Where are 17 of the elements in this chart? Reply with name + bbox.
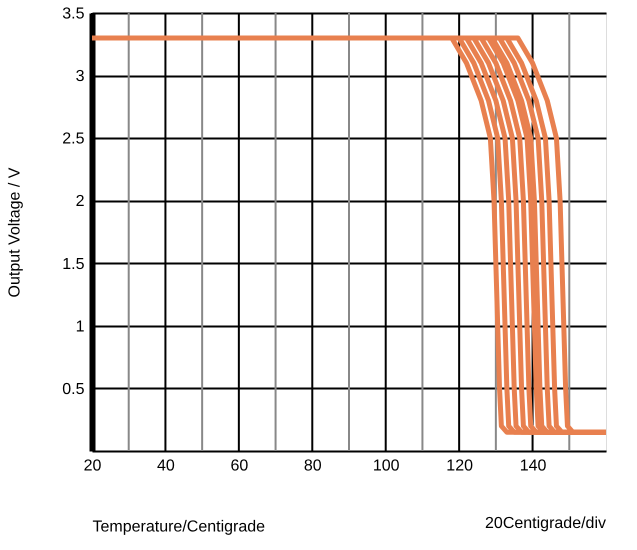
- y-tick-label: 0.5: [62, 380, 85, 398]
- y-tick-label: 1: [76, 318, 85, 336]
- x-tick-label: 140: [520, 458, 547, 474]
- x-tick-label: 60: [230, 458, 248, 474]
- y-tick-label: 2: [76, 193, 85, 210]
- y-tick-label: 2.5: [62, 130, 85, 148]
- text: 20Centigrade/div: [485, 515, 606, 532]
- y-axis-title: Output Voltage / V: [6, 167, 24, 298]
- x-tick-label: 120: [446, 458, 474, 474]
- x-tick-label: 80: [304, 458, 322, 474]
- y-tick-label: 3.5: [62, 6, 85, 22]
- x-tick-label: 100: [372, 458, 400, 474]
- x-tick-label: 40: [157, 458, 175, 474]
- y-tick-label: 3: [76, 68, 85, 86]
- x-tick-label: 20: [84, 458, 102, 474]
- x-axis-title: Temperature/Centigrade: [92, 518, 266, 536]
- y-tick-label: 1.5: [62, 256, 85, 273]
